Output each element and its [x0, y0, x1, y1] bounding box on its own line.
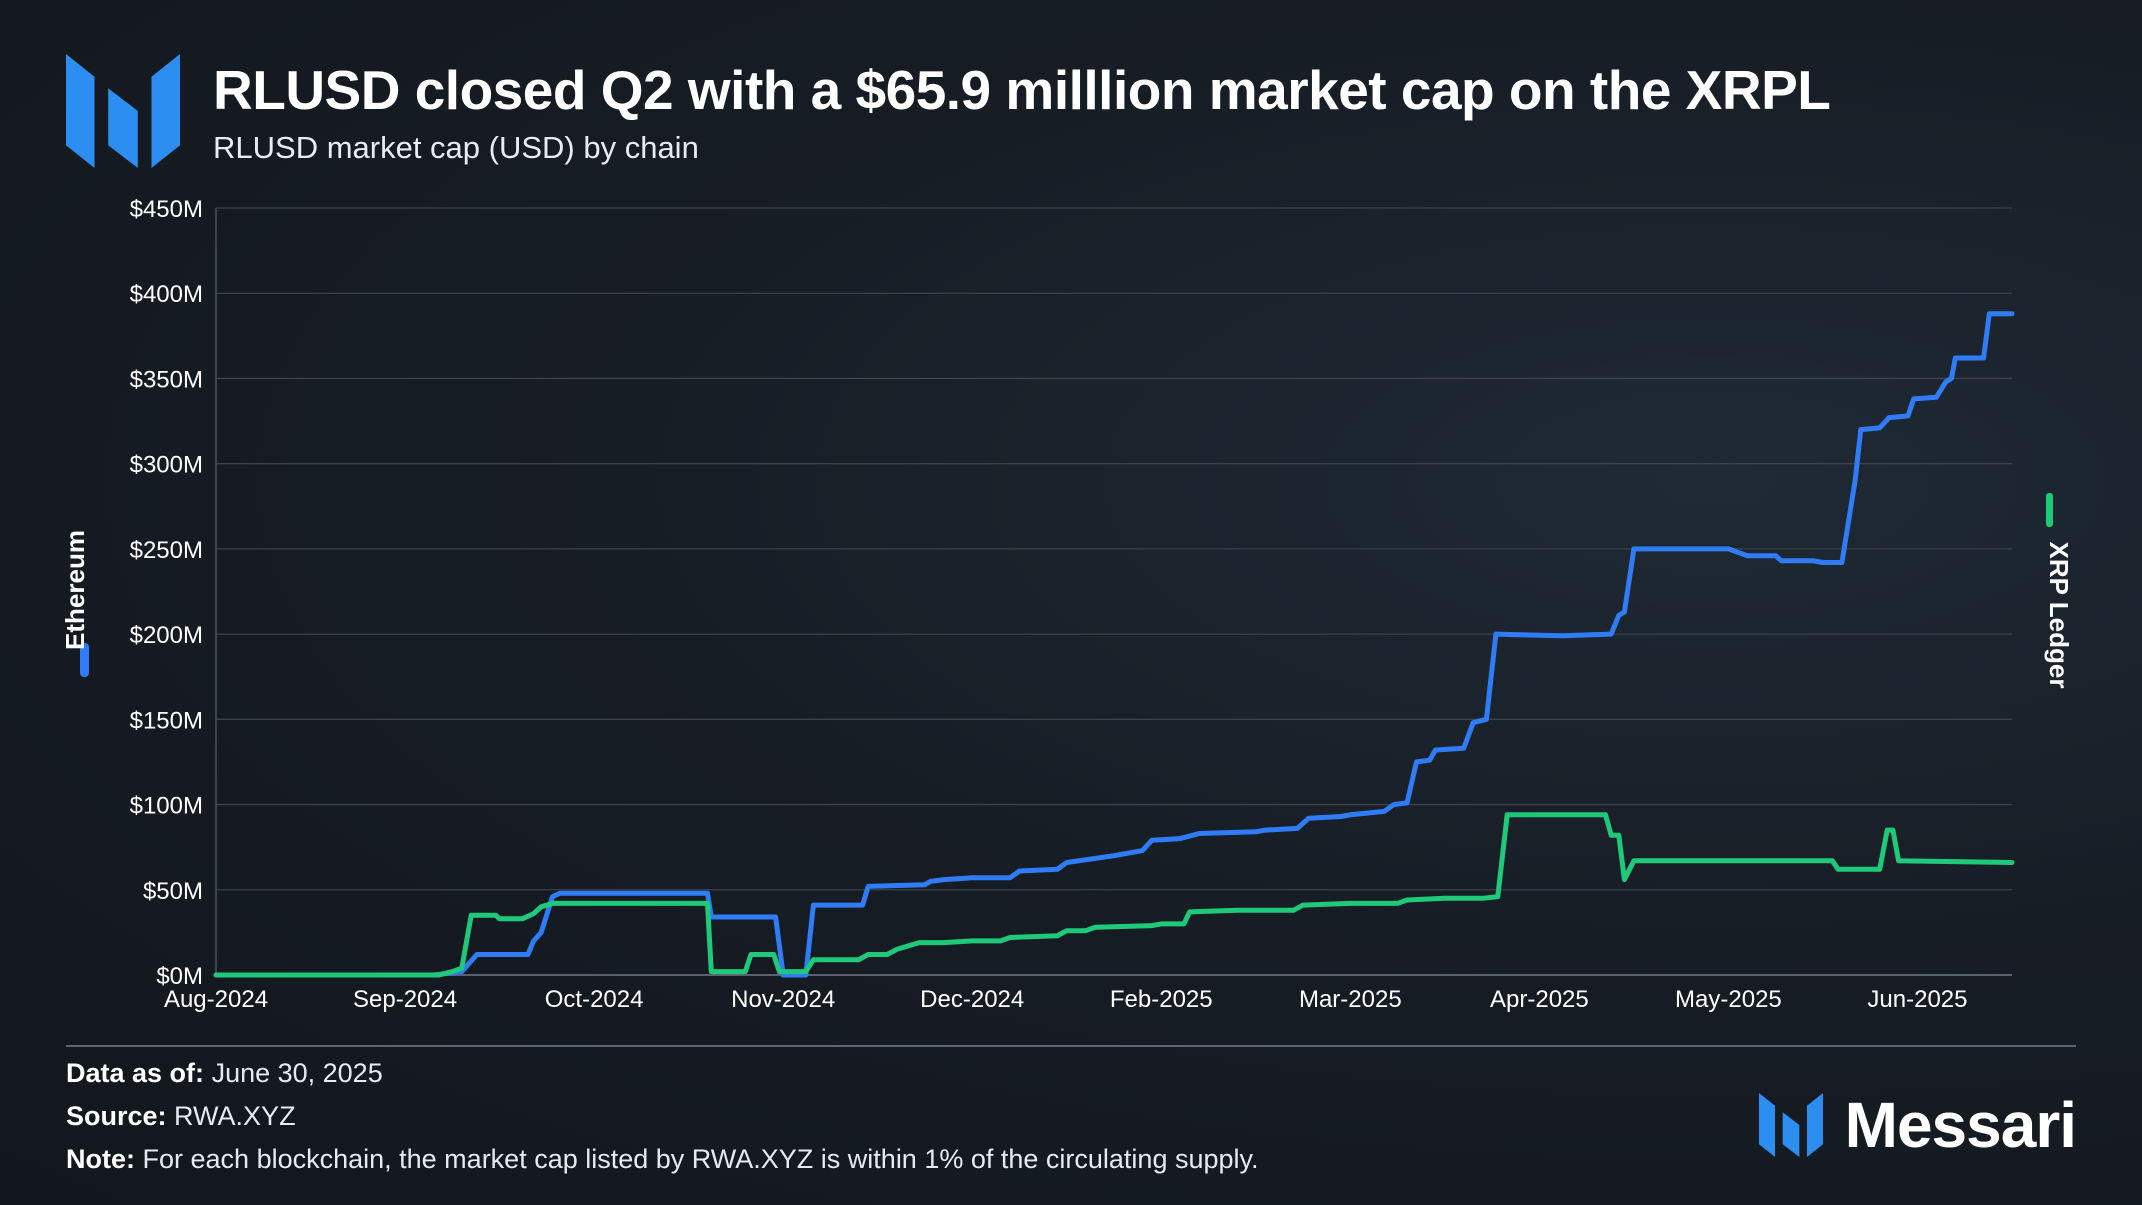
note-label: Note:: [66, 1144, 135, 1174]
series-line-ethereum: [213, 311, 2015, 978]
x-tick-label: Feb-2025: [1110, 986, 1213, 1013]
source-value: RWA.XYZ: [174, 1101, 296, 1131]
footer-divider: [66, 1045, 2076, 1047]
chart-subtitle: RLUSD market cap (USD) by chain: [213, 130, 699, 165]
y-tick-label: $0M: [156, 963, 203, 990]
data-as-of-value: June 30, 2025: [211, 1058, 383, 1088]
data-as-of-label: Data as of:: [66, 1058, 205, 1088]
chart-title: RLUSD closed Q2 with a $65.9 milllion ma…: [213, 59, 1831, 121]
y-tick-label: $450M: [130, 196, 203, 223]
brand-logo: Messari: [1758, 1088, 2077, 1162]
messari-logo-icon: [66, 54, 180, 168]
legend-label-ethereum: Ethereum: [60, 530, 90, 650]
legend-swatch-ethereum: [80, 643, 89, 677]
y-tick-label: $300M: [130, 452, 203, 479]
y-tick-label: $100M: [130, 793, 203, 820]
messari-brand-icon: [1758, 1093, 1823, 1157]
y-tick-label: $250M: [130, 537, 203, 564]
footer-data-as-of: Data as of: June 30, 2025: [66, 1058, 383, 1089]
x-tick-label: Apr-2025: [1490, 986, 1589, 1013]
y-tick-label: $400M: [130, 281, 203, 308]
legend-swatch-xrp-ledger: [2046, 493, 2053, 527]
x-tick-label: Mar-2025: [1299, 986, 1402, 1013]
x-tick-label: May-2025: [1675, 986, 1782, 1013]
x-tick-label: Aug-2024: [164, 986, 268, 1013]
y-tick-label: $150M: [130, 707, 203, 734]
series-line-xrp-ledger: [213, 812, 2015, 978]
brand-name: Messari: [1844, 1089, 2077, 1161]
legend-label-xrp-ledger: XRP Ledger: [2044, 542, 2074, 689]
x-tick-label: Nov-2024: [731, 986, 835, 1013]
y-tick-label: $50M: [143, 878, 203, 905]
footer-note: Note: For each blockchain, the market ca…: [66, 1144, 1259, 1175]
x-tick-label: Oct-2024: [545, 986, 644, 1013]
y-tick-label: $200M: [130, 622, 203, 649]
y-tick-label: $350M: [130, 366, 203, 393]
x-tick-label: Dec-2024: [920, 986, 1024, 1013]
note-value: For each blockchain, the market cap list…: [142, 1144, 1259, 1174]
footer-source: Source: RWA.XYZ: [66, 1101, 296, 1132]
x-tick-label: Sep-2024: [353, 986, 457, 1013]
x-tick-label: Jun-2025: [1867, 986, 1967, 1013]
line-chart: $0M $50M $100M $150M $200M $250M $300M $350M $40…: [60, 196, 2074, 1013]
source-label: Source:: [66, 1101, 167, 1131]
